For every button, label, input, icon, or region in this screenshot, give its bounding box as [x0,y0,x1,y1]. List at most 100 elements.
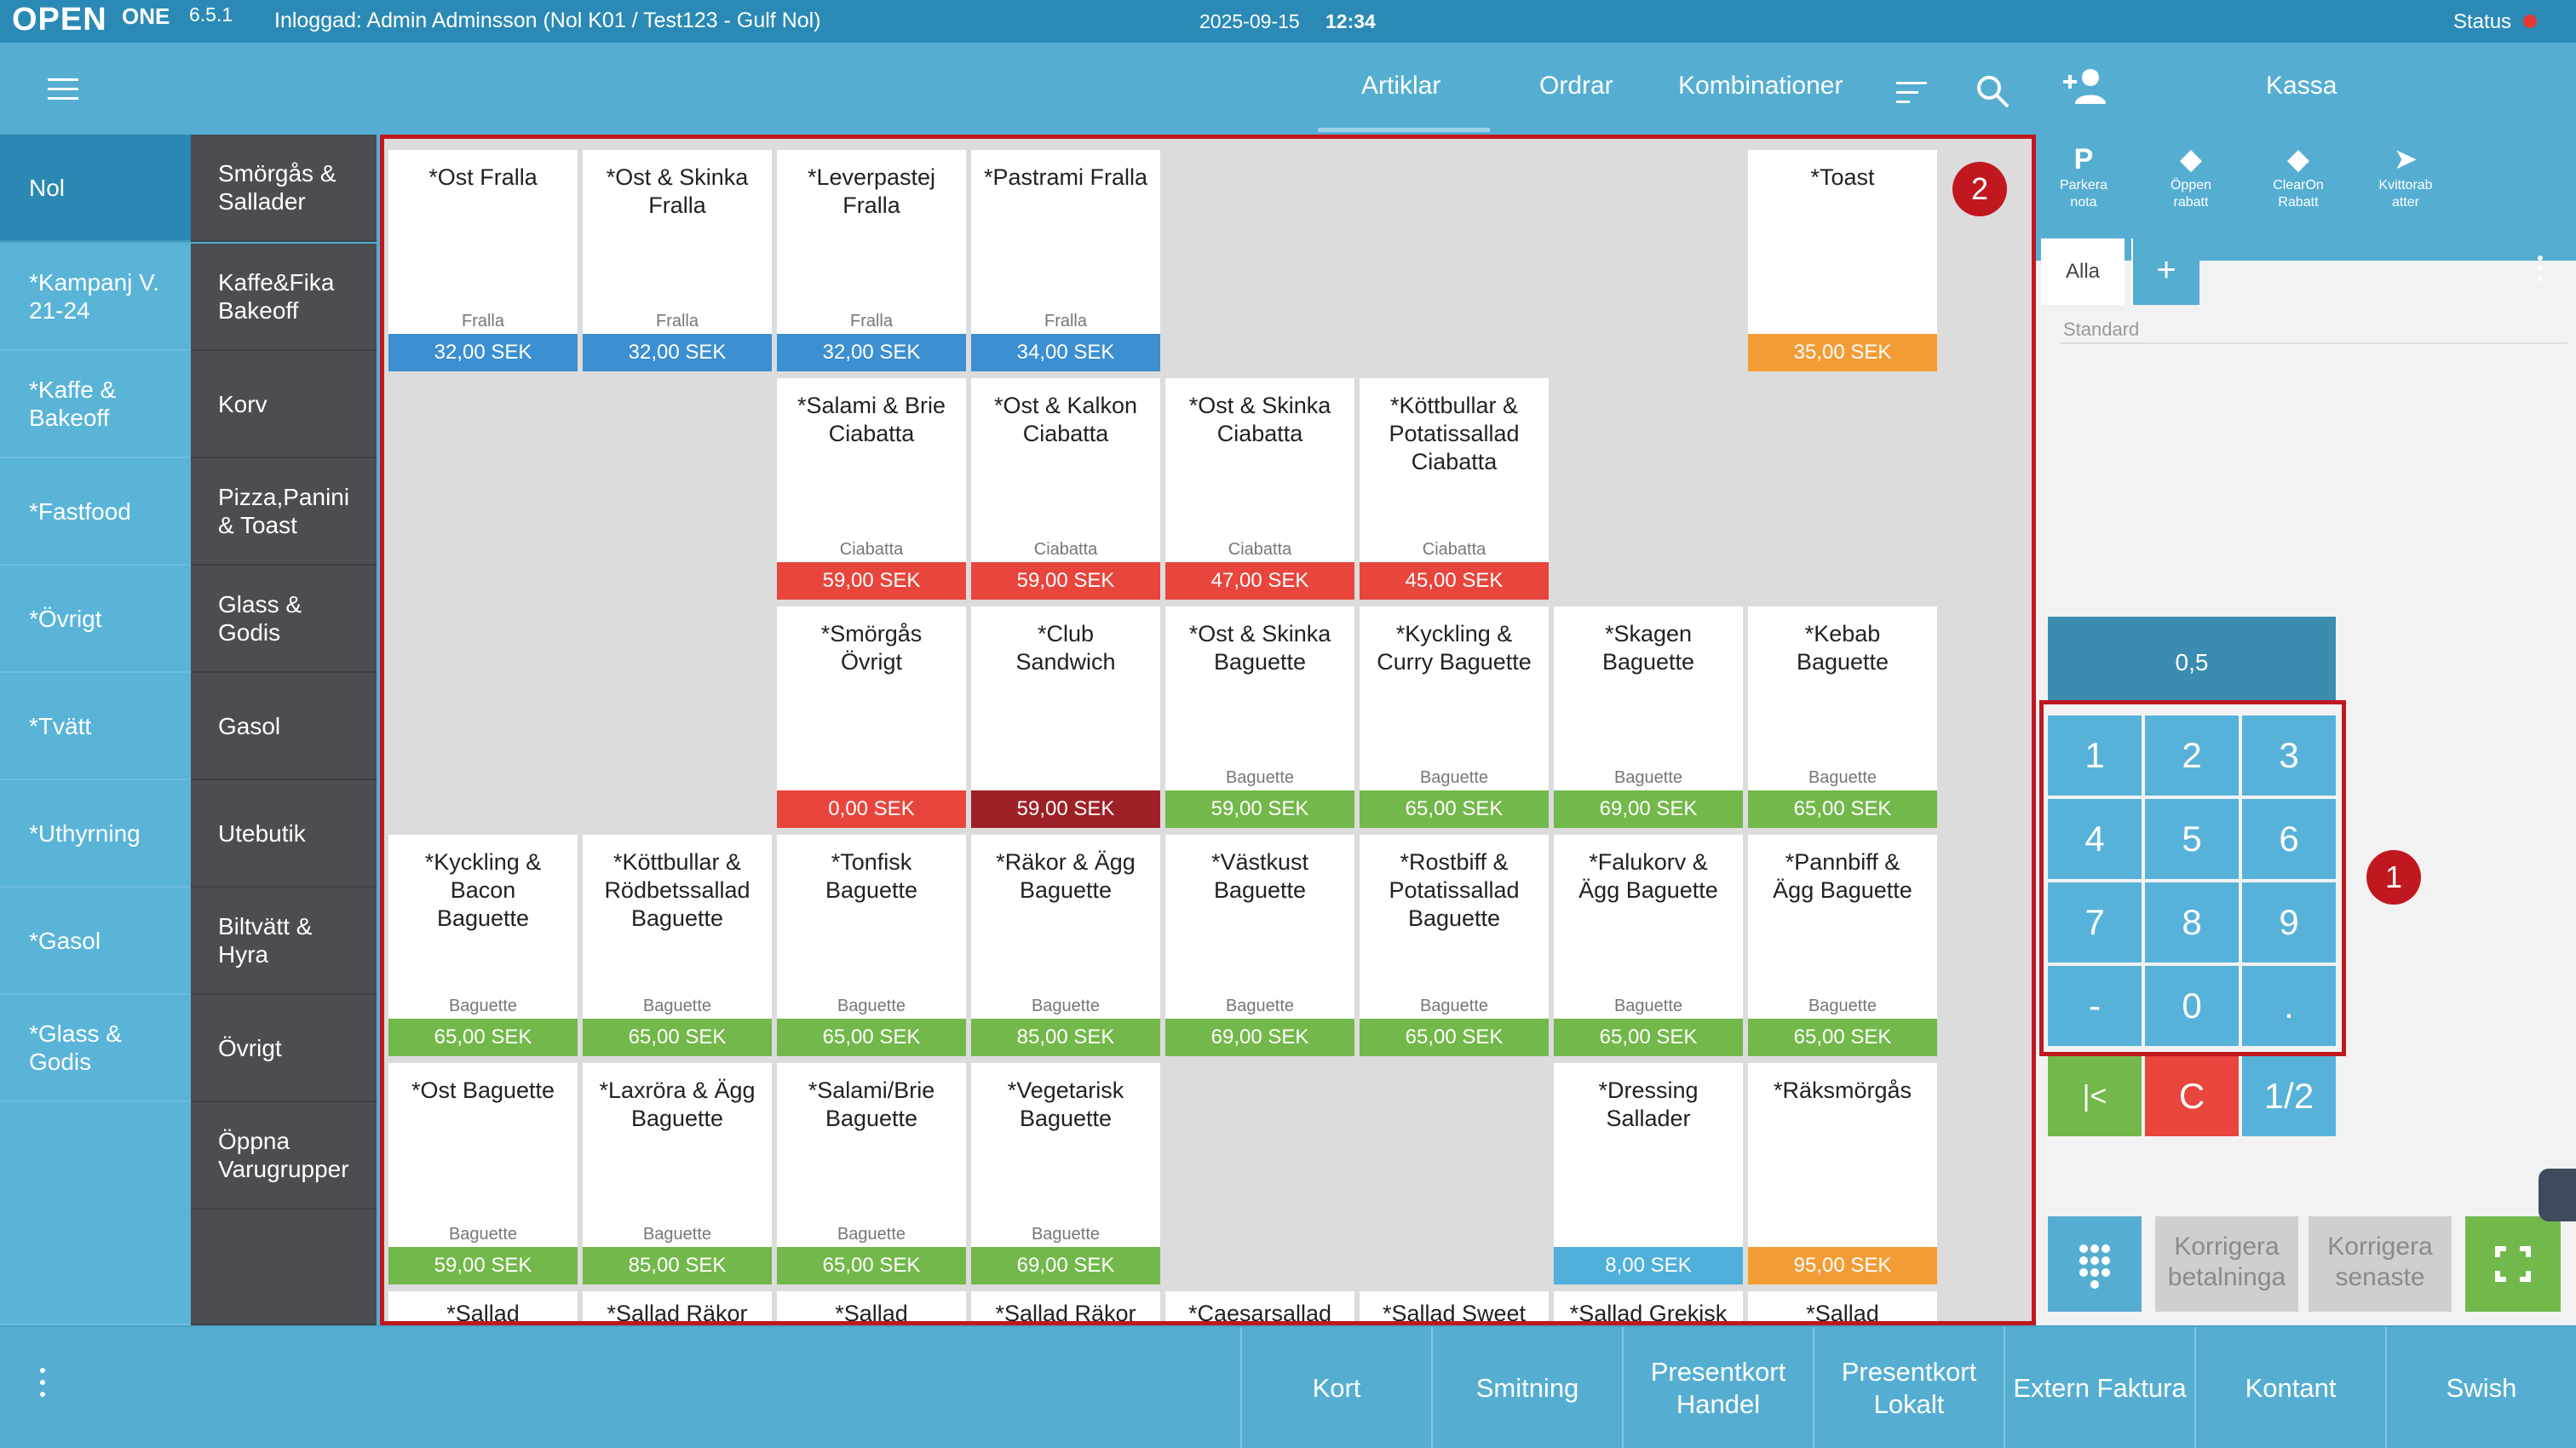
product-tile[interactable]: *Tonfisk Baguette Baguette 65,00 SEK [777,835,966,1056]
correct-payment-button[interactable]: Korrigera betalninga [2155,1216,2298,1312]
category-secondary-item[interactable]: Biltvätt & Hyra [191,888,377,995]
category-primary-item[interactable]: *Kampanj V. 21-24 [0,244,191,351]
product-tile[interactable]: *Räkor & Ägg Baguette Baguette 85,00 SEK [971,835,1160,1056]
product-tile[interactable]: *Caesarsallad [1165,1291,1354,1325]
product-tile[interactable]: *Sallad [777,1291,966,1325]
category-secondary-item[interactable]: Utebutik [191,780,377,888]
numpad-key[interactable]: 7 [2048,882,2142,962]
category-secondary-item[interactable]: Övrigt [191,995,377,1102]
payment-method-button[interactable]: Presentkort Handel [1622,1327,1813,1448]
numpad-key[interactable]: . [2242,966,2336,1046]
payment-method-button[interactable]: Kort [1240,1327,1431,1448]
category-secondary-item[interactable]: Öppna Varugrupper [191,1102,377,1210]
product-tile[interactable]: *Västkust Baguette Baguette 69,00 SEK [1165,835,1354,1056]
keypad-icon[interactable] [2048,1216,2142,1312]
category-secondary-item[interactable]: Kaffe&Fika Bakeoff [191,244,377,351]
numpad-key[interactable]: 6 [2242,799,2336,879]
product-tile[interactable]: *Ost & Kalkon Ciabatta Ciabatta 59,00 SEK [971,378,1160,600]
more-options-icon[interactable] [2532,256,2549,290]
numpad-key[interactable]: 1 [2048,715,2142,796]
product-tile[interactable]: *Ost & Skinka Ciabatta Ciabatta 47,00 SEK [1165,378,1354,600]
product-tile[interactable]: *Ost Fralla Fralla 32,00 SEK [388,150,578,371]
product-tile[interactable]: *Ost Baguette Baguette 59,00 SEK [388,1063,578,1284]
numpad-key[interactable]: 5 [2145,799,2239,879]
category-secondary-item[interactable]: Gasol [191,673,377,780]
product-tile[interactable]: *Salami & Brie Ciabatta Ciabatta 59,00 SEK [777,378,966,600]
category-secondary-item[interactable]: Smörgås & Sallader [191,135,377,242]
fullscreen-icon[interactable] [2465,1216,2561,1312]
product-tile[interactable]: *Kyckling & Bacon Baguette Baguette 65,00 … [388,835,578,1056]
category-secondary-item[interactable]: Pizza,Panini & Toast [191,458,377,566]
open-discount-button[interactable]: ◆ Öppen rabatt [2148,145,2234,211]
product-tile[interactable]: *Laxröra & Ägg Baguette Baguette 85,00 SEK [583,1063,772,1284]
sort-icon[interactable] [1896,80,1927,106]
category-primary-item[interactable]: *Glass & Godis [0,995,191,1102]
category-primary-item[interactable]: *Tvätt [0,673,191,780]
category-primary-item[interactable]: *Övrigt [0,566,191,673]
category-primary-item[interactable]: Nol [0,135,191,242]
product-tile[interactable]: *Smörgås Övrigt 0,00 SEK [777,606,966,828]
product-tile[interactable]: *Sallad Sweet [1360,1291,1549,1325]
product-tile[interactable]: *Club Sandwich 59,00 SEK [971,606,1160,828]
tab-artiklar[interactable]: Artiklar [1361,72,1441,100]
product-tile[interactable]: *Ost & Skinka Fralla Fralla 32,00 SEK [583,150,772,371]
tab-kombinationer[interactable]: Kombinationer [1678,72,1843,100]
payment-method-button[interactable]: Presentkort Lokalt [1813,1327,2004,1448]
product-tile[interactable]: *Räksmörgås 95,00 SEK [1748,1063,1937,1284]
product-tile[interactable]: *Leverpastej Fralla Fralla 32,00 SEK [777,150,966,371]
product-tile[interactable]: *Vegetarisk Baguette Baguette 69,00 SEK [971,1063,1160,1284]
numpad-key[interactable]: - [2048,966,2142,1046]
category-secondary-item[interactable]: Korv [191,351,377,458]
payment-method-button[interactable]: Kontant [2194,1327,2385,1448]
product-tile[interactable]: *Kyckling & Curry Baguette Baguette 65,00 … [1360,606,1549,828]
park-note-button[interactable]: P Parkera nota [2041,145,2126,211]
tab-ordrar[interactable]: Ordrar [1539,72,1613,100]
tab-alla[interactable]: Alla [2041,238,2125,305]
first-button[interactable]: |< [2048,1056,2142,1136]
category-primary-item[interactable]: *Gasol [0,888,191,995]
product-tile[interactable]: *Ost & Skinka Baguette Baguette 59,00 SEK [1165,606,1354,828]
category-primary-item[interactable]: *Uthyrning [0,780,191,888]
add-customer-icon[interactable] [2061,66,2109,104]
product-tile[interactable]: *Pannbiff & Ägg Baguette Baguette 65,00 SE… [1748,835,1937,1056]
add-tab-button[interactable]: + [2131,238,2199,305]
search-icon[interactable] [1975,73,2010,109]
menu-icon[interactable] [48,78,78,102]
half-button[interactable]: 1/2 [2242,1056,2336,1136]
product-tile[interactable]: *Dressing Sallader 8,00 SEK [1554,1063,1743,1284]
clearon-discount-button[interactable]: ◆ ClearOn Rabatt [2256,145,2341,211]
numpad-key[interactable]: 4 [2048,799,2142,879]
product-tile[interactable]: *Köttbullar & Rödbetssallad Baguette Bagu… [583,835,772,1056]
product-tile[interactable]: *Sallad Grekisk [1554,1291,1743,1325]
product-tile[interactable]: *Falukorv & Ägg Baguette Baguette 65,00 SE… [1554,835,1743,1056]
more-icon[interactable] [37,1368,48,1409]
clear-button[interactable]: C [2145,1056,2239,1136]
product-tile[interactable]: *Toast 35,00 SEK [1748,150,1937,371]
correct-latest-button[interactable]: Korrigera senaste [2309,1216,2452,1312]
numpad-key[interactable]: 3 [2242,715,2336,796]
receipt-discount-button[interactable]: ➤ Kvittorab atter [2363,145,2448,211]
numpad-key[interactable]: 8 [2145,882,2239,962]
product-tile[interactable]: *Sallad [388,1291,578,1325]
status-label[interactable]: Status [2453,10,2512,33]
product-tile[interactable]: *Salami/Brie Baguette Baguette 65,00 SEK [777,1063,966,1284]
payment-method-button[interactable]: Extern Faktura [2004,1327,2194,1448]
product-tile[interactable]: *Skagen Baguette Baguette 69,00 SEK [1554,606,1743,828]
product-name: *Pannbiff & Ägg Baguette [1773,849,1912,903]
product-tile[interactable]: *Sallad Räkor [583,1291,772,1325]
product-tile[interactable]: *Sallad [1748,1291,1937,1325]
payment-method-button[interactable]: Swish [2385,1327,2576,1448]
category-primary-item[interactable]: *Kaffe & Bakeoff [0,351,191,458]
numpad-key[interactable]: 0 [2145,966,2239,1046]
category-secondary-item[interactable]: Glass & Godis [191,566,377,673]
side-handle-icon[interactable] [2539,1169,2576,1221]
product-tile[interactable]: *Rostbiff & Potatissallad Baguette Baguet… [1360,835,1549,1056]
product-tile[interactable]: *Köttbullar & Potatissallad Ciabatta Ciab… [1360,378,1549,600]
product-tile[interactable]: *Pastrami Fralla Fralla 34,00 SEK [971,150,1160,371]
product-tile[interactable]: *Sallad Räkor [971,1291,1160,1325]
payment-method-button[interactable]: Smitning [1431,1327,1622,1448]
numpad-key[interactable]: 9 [2242,882,2336,962]
product-tile[interactable]: *Kebab Baguette Baguette 65,00 SEK [1748,606,1937,828]
numpad-key[interactable]: 2 [2145,715,2239,796]
category-primary-item[interactable]: *Fastfood [0,458,191,566]
